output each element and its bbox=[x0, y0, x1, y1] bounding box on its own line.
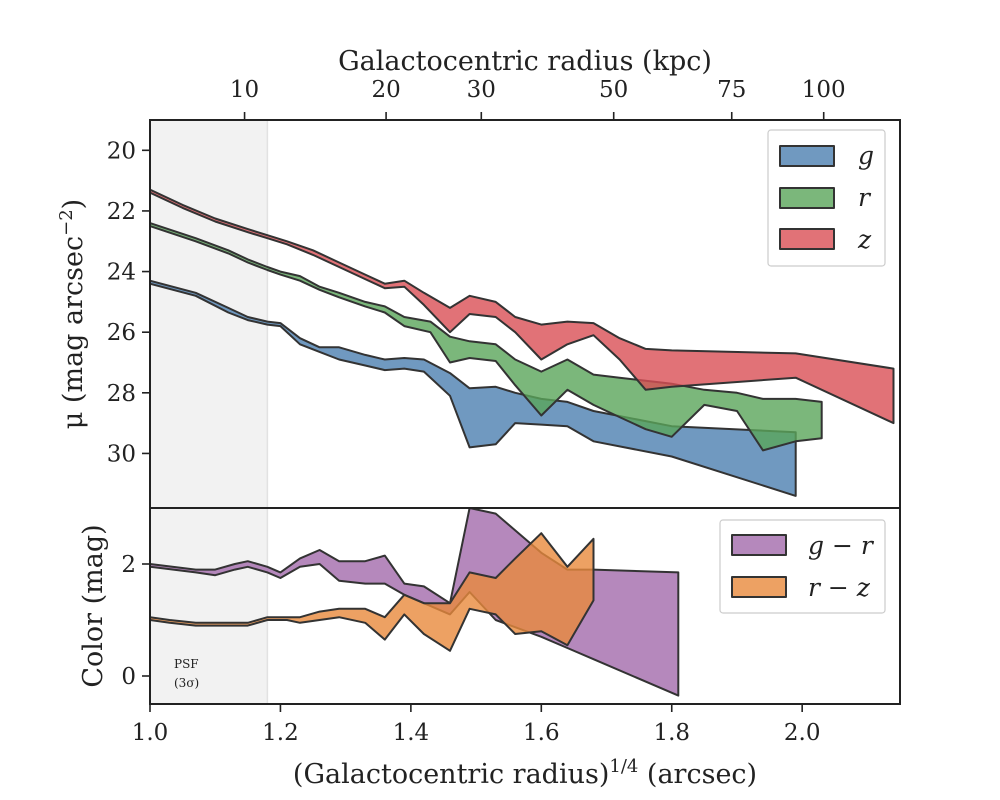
legend-swatch-g-minus-r bbox=[731, 534, 787, 556]
bottom-x-axis-label: (Galactocentric radius)1/4 (arcsec) bbox=[293, 756, 757, 790]
top-panel-bands bbox=[150, 188, 895, 497]
psf-region-bottom bbox=[150, 508, 268, 704]
legend-swatch-z bbox=[779, 228, 835, 250]
top-band-1 bbox=[150, 222, 823, 452]
legend-swatch-r-minus-z bbox=[731, 576, 787, 598]
bottom-panel-bands bbox=[150, 508, 680, 697]
x-tick-label-2: 1.4 bbox=[393, 720, 430, 746]
top-x-axis-label: Galactocentric radius (kpc) bbox=[338, 46, 712, 77]
legend-swatch-g bbox=[779, 145, 835, 167]
top-x-tick-label-0: 10 bbox=[230, 77, 259, 103]
x-tick-label-4: 1.8 bbox=[653, 720, 690, 746]
top-y-tick-label-5: 30 bbox=[107, 441, 136, 467]
psf-region-top bbox=[150, 120, 268, 508]
top-y-tick-label-3: 26 bbox=[107, 320, 136, 346]
bottom-panel-frame bbox=[149, 507, 901, 705]
top-band-0 bbox=[150, 279, 797, 497]
top-x-tick-label-5: 100 bbox=[802, 77, 846, 103]
legend-label-r: r bbox=[858, 183, 872, 212]
psf-annotation-line1: PSF bbox=[174, 657, 199, 671]
legend-swatch-r bbox=[779, 187, 835, 209]
top-y-tick-label-0: 20 bbox=[107, 138, 136, 164]
top-x-tick-label-2: 30 bbox=[467, 77, 496, 103]
top-x-tick-label-1: 20 bbox=[371, 77, 400, 103]
x-tick-label-3: 1.6 bbox=[523, 720, 560, 746]
x-tick-label-5: 2.0 bbox=[784, 720, 821, 746]
legend-label-z: z bbox=[857, 225, 872, 254]
top-x-tick-label-4: 75 bbox=[717, 77, 746, 103]
top-y-axis-label: μ (mag arcsec−2) bbox=[56, 199, 89, 429]
psf-annotation-line2: (3σ) bbox=[174, 676, 199, 690]
axis-ticks: 1.0 1.2 1.4 1.6 1.8 2.010 20 30 50 75 100202224262… bbox=[107, 77, 846, 746]
top-legend: g r z bbox=[767, 129, 886, 267]
bottom-y-tick-label-0: 0 bbox=[121, 664, 136, 690]
x-tick-label-1: 1.2 bbox=[262, 720, 299, 746]
legend-label-g: g bbox=[858, 141, 874, 170]
top-y-tick-label-4: 28 bbox=[107, 381, 136, 407]
legend-label-g-minus-r: g − r bbox=[808, 531, 875, 560]
top-y-tick-label-2: 24 bbox=[107, 260, 136, 286]
legend-label-r-minus-z: r − z bbox=[808, 573, 871, 602]
x-tick-label-0: 1.0 bbox=[132, 720, 169, 746]
top-band-2 bbox=[150, 188, 895, 425]
top-x-tick-label-3: 50 bbox=[599, 77, 628, 103]
bottom-y-tick-label-1: 2 bbox=[121, 552, 136, 578]
bottom-legend: g − r r − z bbox=[719, 519, 886, 614]
bottom-y-axis-label: Color (mag) bbox=[78, 524, 109, 687]
bot-band-1 bbox=[150, 532, 595, 652]
top-y-tick-label-1: 22 bbox=[107, 199, 136, 225]
